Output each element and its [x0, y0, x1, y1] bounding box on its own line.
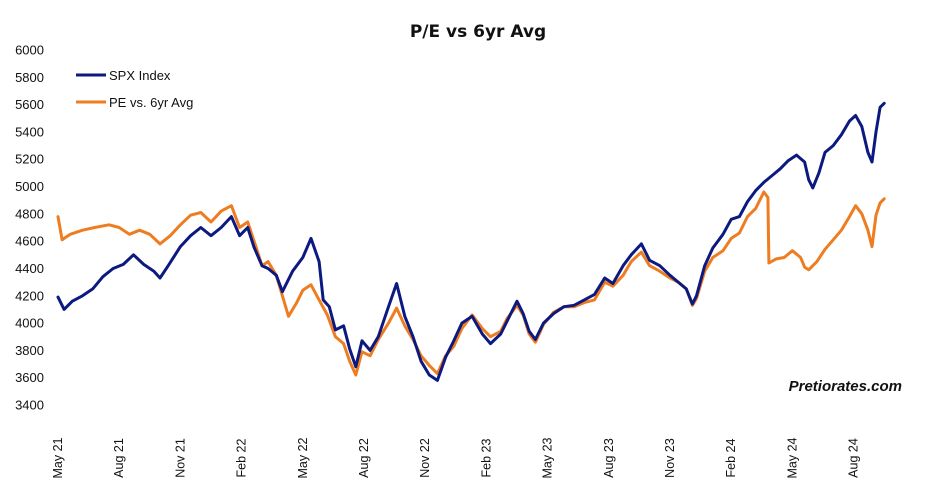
- x-tick-label: Aug 24: [847, 438, 861, 478]
- y-tick-label: 3600: [15, 370, 44, 385]
- x-tick-label: Nov 23: [663, 438, 677, 478]
- y-tick-label: 5400: [15, 124, 44, 139]
- x-tick-label: Feb 24: [724, 438, 738, 477]
- y-tick-label: 4200: [15, 288, 44, 303]
- x-axis: May 21 Aug 21 Nov 21 Feb 22 May 22 Aug 22 Nov …: [51, 437, 861, 478]
- y-tick-label: 4000: [15, 316, 44, 331]
- y-tick-label: 4400: [15, 261, 44, 276]
- x-tick-label: Aug 22: [357, 438, 371, 478]
- legend-label: PE vs. 6yr Avg: [109, 95, 193, 110]
- series-line-spx-index: [56, 101, 886, 382]
- x-tick-label: Feb 23: [479, 438, 493, 477]
- y-tick-label: 5200: [15, 152, 44, 167]
- y-tick-label: 5600: [15, 97, 44, 112]
- y-tick-label: 6000: [15, 43, 44, 58]
- x-tick-label: May 21: [51, 437, 65, 478]
- y-tick-label: 4800: [15, 206, 44, 221]
- y-tick-label: 3400: [15, 398, 44, 413]
- x-tick-label: May 23: [541, 437, 555, 478]
- legend: SPX Index PE vs. 6yr Avg: [76, 68, 193, 110]
- series-line-pe-vs-6yr-avg: [56, 190, 886, 377]
- x-tick-label: Nov 21: [173, 438, 187, 478]
- chart-title: P/E vs 6yr Avg: [410, 22, 546, 42]
- y-tick-label: 5000: [15, 179, 44, 194]
- x-tick-label: Nov 22: [418, 438, 432, 478]
- y-tick-label: 5800: [15, 70, 44, 85]
- y-tick-label: 3800: [15, 343, 44, 358]
- y-tick-label: 4600: [15, 234, 44, 249]
- x-tick-label: Aug 23: [602, 438, 616, 478]
- watermark: Pretiorates.com: [789, 378, 902, 395]
- y-axis: 3400 3600 3800 4000 4200 4400 4600 4800 5000 5200…: [15, 43, 44, 413]
- series-lines: [56, 101, 886, 382]
- x-tick-label: Feb 22: [235, 438, 249, 477]
- x-tick-label: May 22: [296, 437, 310, 478]
- legend-label: SPX Index: [109, 68, 171, 83]
- x-tick-label: Aug 21: [112, 438, 126, 478]
- x-tick-label: May 24: [785, 437, 799, 478]
